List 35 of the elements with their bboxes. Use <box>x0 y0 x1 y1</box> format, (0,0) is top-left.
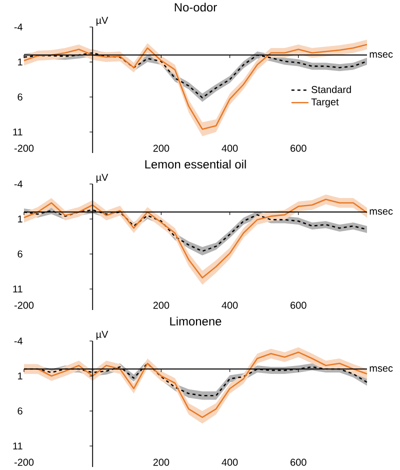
y-tick-label: 6 <box>18 407 22 415</box>
y-tick-label: 1 <box>18 58 22 66</box>
x-axis-title: msec <box>370 209 393 215</box>
x-tick-label: 600 <box>290 458 306 466</box>
x-tick-label: 200 <box>153 458 170 466</box>
y-tick-label: 6 <box>18 93 22 101</box>
x-tick-label: 600 <box>290 302 306 309</box>
legend-label: Standard <box>312 86 351 94</box>
x-tick-label: 200 <box>153 144 170 152</box>
x-tick-label: -200 <box>14 144 34 152</box>
y-tick-label: 1 <box>18 216 22 222</box>
y-tick-label: 11 <box>13 286 22 292</box>
x-axis-title: msec <box>370 52 393 58</box>
y-tick-label: -4 <box>14 180 23 188</box>
y-tick-label: -4 <box>14 24 23 30</box>
y-axis-title: µV <box>96 330 108 340</box>
chart-title: Lemon essential oil <box>145 160 246 169</box>
chart-title: Limonene <box>170 316 222 326</box>
x-axis-title: msec <box>370 366 393 372</box>
x-tick-label: 400 <box>222 458 238 466</box>
x-tick-label: 400 <box>222 144 238 152</box>
legend-label: Target <box>311 98 339 108</box>
y-tick-label: 11 <box>13 442 22 450</box>
x-tick-label: 600 <box>290 144 306 152</box>
x-tick-label: -200 <box>14 302 34 309</box>
y-tick-label: 6 <box>18 250 22 258</box>
chart-title: No-odor <box>174 2 217 12</box>
y-axis-title: µV <box>96 174 108 183</box>
x-tick-label: -200 <box>14 458 34 466</box>
y-axis-title: µV <box>96 16 108 26</box>
y-tick-label: 11 <box>13 128 22 136</box>
x-tick-label: 200 <box>153 302 170 309</box>
y-tick-label: -4 <box>14 338 23 344</box>
x-tick-label: 400 <box>222 302 238 309</box>
y-tick-label: 1 <box>18 372 22 380</box>
